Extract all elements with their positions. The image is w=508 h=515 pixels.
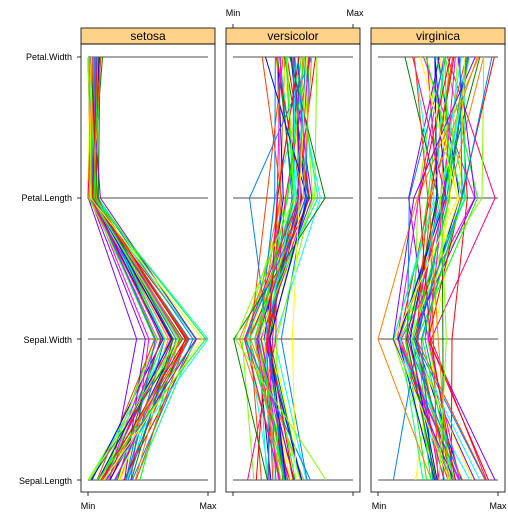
panel-setosa: setosa bbox=[80, 27, 216, 496]
observation-line-versicolor-34 bbox=[256, 56, 318, 481]
observation-lines-versicolor bbox=[233, 56, 327, 481]
observation-line-versicolor-44 bbox=[244, 56, 311, 481]
observation-lines-virginica bbox=[377, 56, 496, 481]
y-label-sepal-length: Sepal.Length bbox=[19, 476, 72, 486]
observation-lines-setosa bbox=[87, 56, 209, 481]
strip-label-setosa: setosa bbox=[130, 29, 166, 43]
observation-line-versicolor-22 bbox=[246, 56, 295, 481]
observation-line-virginica-48 bbox=[394, 56, 459, 481]
observation-line-setosa-48 bbox=[90, 56, 203, 481]
observation-line-virginica-29 bbox=[406, 56, 462, 481]
observation-line-setosa-50 bbox=[93, 56, 207, 481]
observation-line-virginica-23 bbox=[392, 56, 470, 481]
observation-line-setosa-49 bbox=[87, 56, 179, 481]
observation-line-virginica-22 bbox=[393, 56, 471, 481]
observation-line-versicolor-31 bbox=[255, 56, 303, 481]
observation-line-setosa-41 bbox=[91, 56, 181, 481]
observation-line-versicolor-47 bbox=[254, 56, 313, 481]
top-scale-min-label: Min bbox=[226, 8, 241, 18]
y-label-petal-width: Petal.Width bbox=[26, 52, 72, 62]
strip-label-virginica: virginica bbox=[416, 29, 460, 43]
y-label-petal-length: Petal.Length bbox=[21, 193, 72, 203]
panel-virginica: virginica bbox=[370, 27, 506, 496]
panel-border-setosa bbox=[80, 43, 216, 493]
strip-label-versicolor: versicolor bbox=[267, 29, 318, 43]
observation-line-setosa-37 bbox=[92, 56, 209, 481]
observation-line-virginica-27 bbox=[416, 56, 440, 481]
observation-line-versicolor-48 bbox=[291, 56, 308, 481]
observation-line-virginica-42 bbox=[407, 56, 447, 481]
observation-line-virginica-44 bbox=[413, 56, 493, 481]
panels-group: setosa versicolor virginica bbox=[77, 24, 506, 496]
panel-border-virginica bbox=[370, 43, 506, 493]
observation-line-virginica-33 bbox=[410, 56, 474, 481]
y-label-sepal-width: Sepal.Width bbox=[23, 335, 72, 345]
axis-labels: Petal.Width Petal.Length Sepal.Width Sep… bbox=[19, 8, 507, 511]
observation-line-virginica-47 bbox=[428, 56, 478, 481]
observation-line-virginica-38 bbox=[420, 56, 463, 481]
observation-line-setosa-28 bbox=[97, 56, 162, 481]
panel-versicolor: versicolor bbox=[225, 24, 361, 496]
bottom-scale-max-label-3: Max bbox=[489, 501, 507, 511]
bottom-scale-min-label-1: Min bbox=[81, 501, 96, 511]
bottom-scale-min-label-3: Min bbox=[372, 501, 387, 511]
observation-line-setosa-38 bbox=[90, 56, 156, 481]
observation-line-virginica-45 bbox=[413, 56, 487, 481]
observation-line-setosa-21 bbox=[89, 56, 197, 481]
observation-line-virginica-49 bbox=[438, 56, 471, 481]
observation-line-versicolor-36 bbox=[248, 56, 319, 481]
observation-line-setosa-47 bbox=[89, 56, 182, 481]
observation-line-versicolor-50 bbox=[258, 56, 305, 481]
observation-line-virginica-32 bbox=[377, 56, 480, 481]
observation-line-versicolor-49 bbox=[234, 56, 327, 481]
observation-line-versicolor-45 bbox=[261, 56, 283, 481]
observation-line-virginica-31 bbox=[427, 56, 495, 481]
bottom-scale-max-label-1: Max bbox=[199, 501, 217, 511]
top-scale-max-label: Max bbox=[346, 8, 364, 18]
observation-line-setosa-14 bbox=[95, 56, 182, 481]
observation-line-versicolor-42 bbox=[243, 56, 310, 481]
panel-border-versicolor bbox=[225, 43, 361, 493]
observation-line-virginica-1 bbox=[450, 56, 468, 481]
observation-line-virginica-50 bbox=[421, 56, 463, 481]
